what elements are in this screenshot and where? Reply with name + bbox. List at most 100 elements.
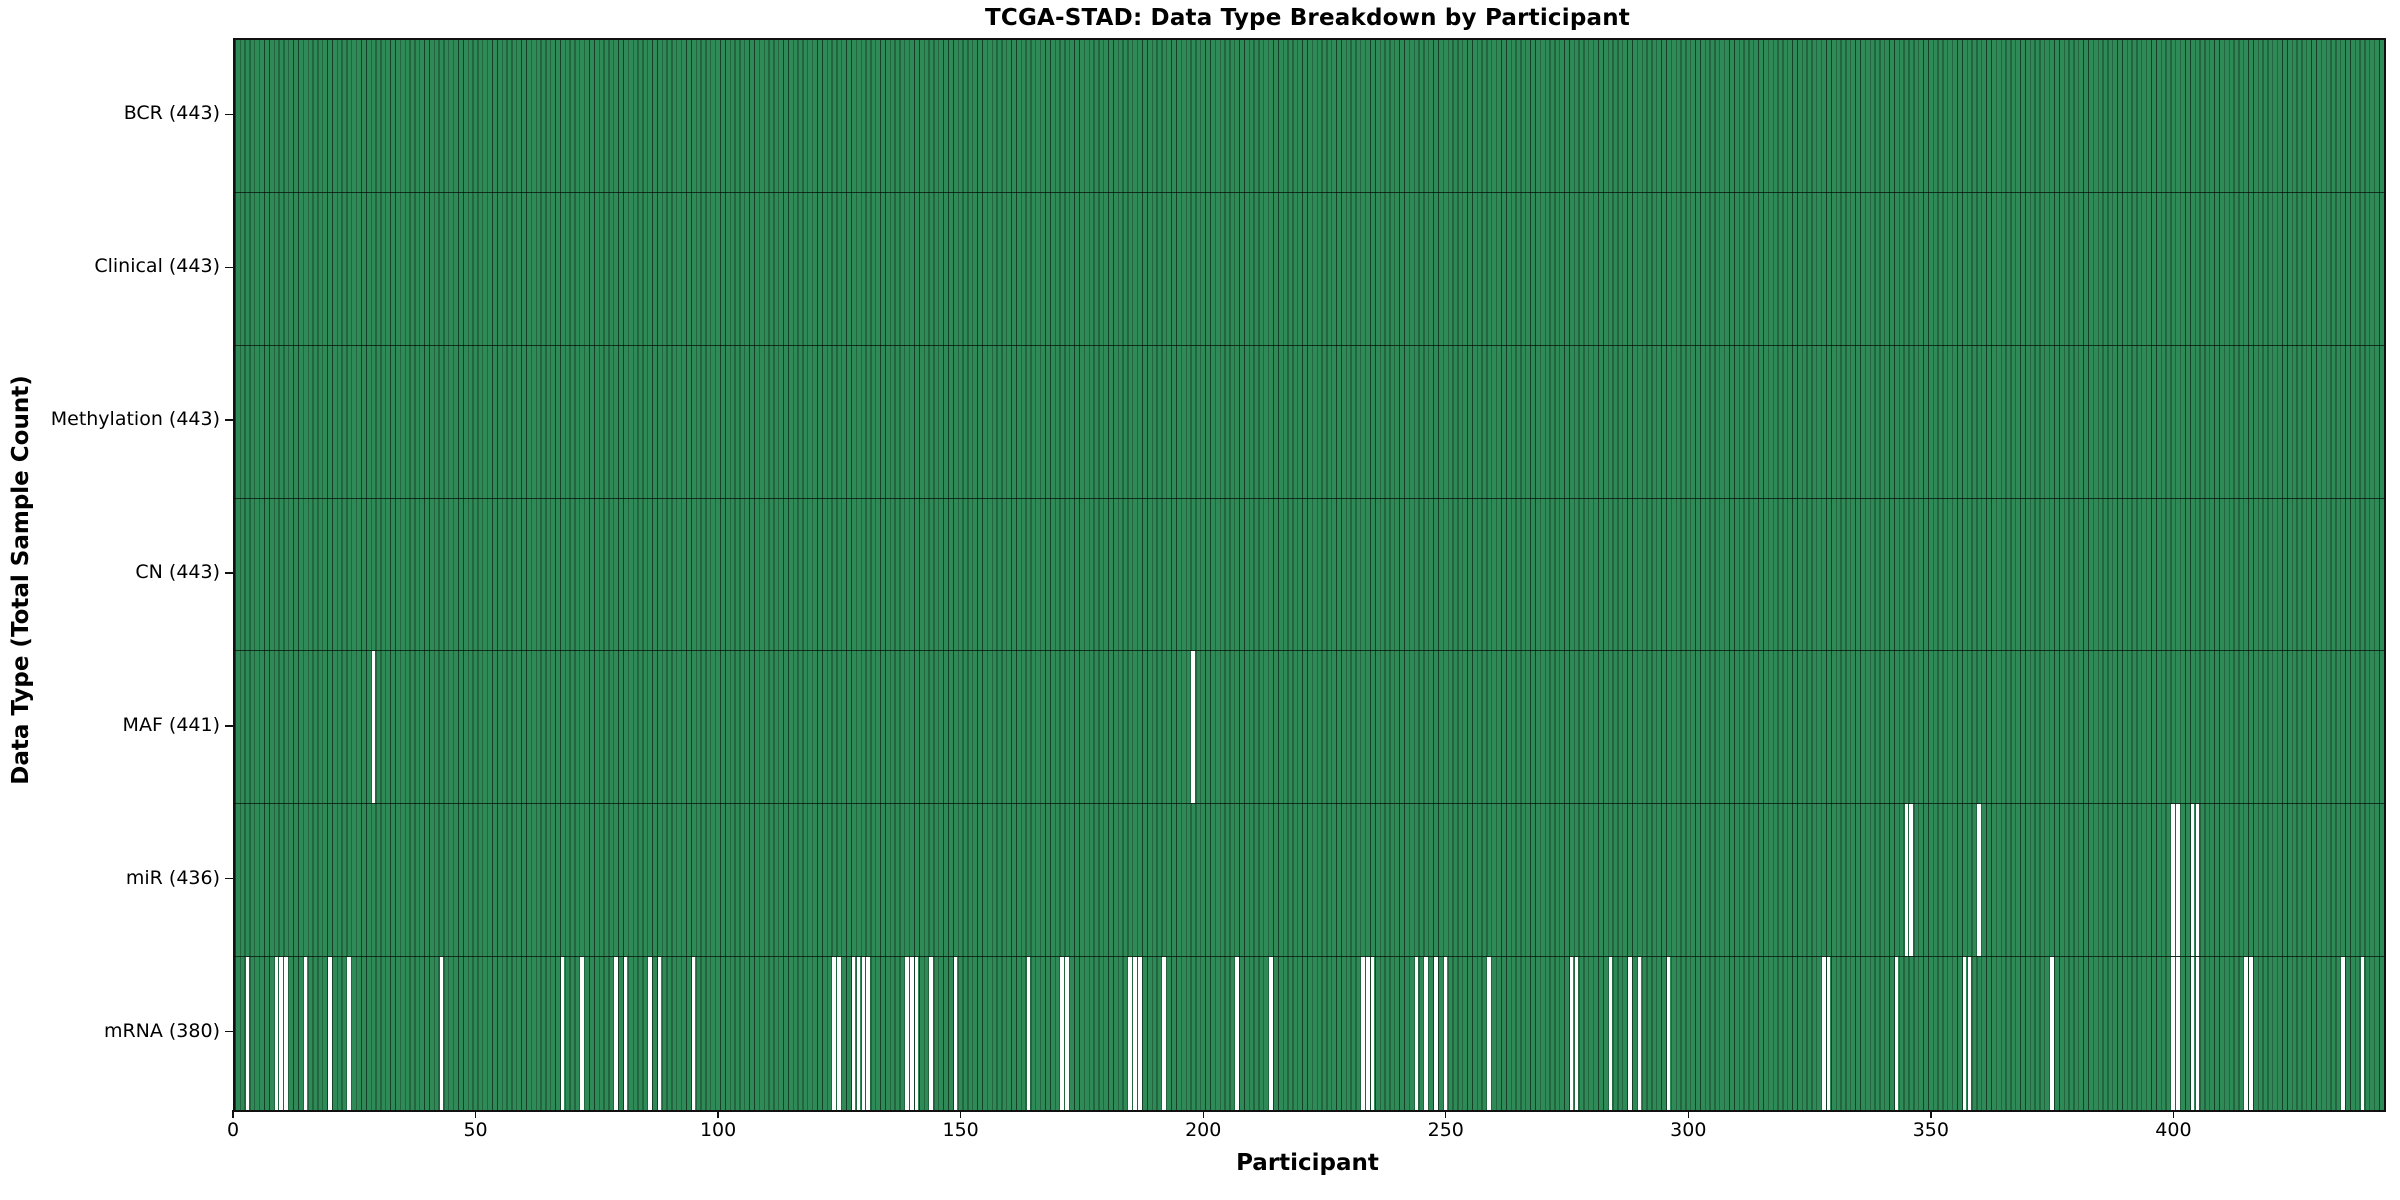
y-tick <box>225 113 233 116</box>
row-Clinical <box>235 192 2384 346</box>
absent-stripe <box>953 957 958 1110</box>
absent-stripe <box>1361 957 1365 1110</box>
x-tick-label: 250 <box>1427 1119 1464 1141</box>
absent-stripe <box>1909 804 1913 957</box>
row-CN <box>235 498 2384 652</box>
absent-stripe <box>1569 957 1574 1110</box>
absent-stripe <box>1128 957 1132 1110</box>
x-tick-label: 0 <box>226 1119 240 1141</box>
absent-stripe <box>929 957 934 1110</box>
y-tick <box>225 878 233 880</box>
absent-stripe <box>2190 957 2195 1110</box>
x-tick-label: 100 <box>699 1119 737 1141</box>
y-tick-label-miR: miR (436) <box>125 866 220 889</box>
absent-stripe <box>1967 957 1972 1110</box>
absent-stripe <box>1191 651 1195 804</box>
absent-stripe <box>1894 957 1899 1110</box>
x-axis-label: Participant <box>1236 1150 1379 1176</box>
absent-stripe <box>1424 957 1428 1110</box>
absent-stripe <box>2171 804 2175 957</box>
absent-stripe <box>1977 804 1981 957</box>
row-BCR <box>235 40 2384 193</box>
x-tick <box>1687 1110 1689 1118</box>
absent-stripe <box>623 957 628 1110</box>
absent-stripe <box>914 957 919 1110</box>
x-tick <box>1930 1110 1932 1118</box>
absent-stripe <box>1904 804 1909 957</box>
absent-stripe <box>1370 957 1375 1110</box>
absent-stripe <box>2244 957 2248 1110</box>
absent-stripe <box>1060 957 1065 1110</box>
absent-stripe <box>347 957 351 1110</box>
absent-stripe <box>1608 957 1613 1110</box>
chart-title: TCGA-STAD: Data Type Breakdown by Partic… <box>984 5 1630 31</box>
x-tick-label: 150 <box>942 1119 979 1141</box>
y-tick-label-Methylation: Methylation (443) <box>50 408 220 431</box>
plot-area: Present Absent <box>233 38 2386 1112</box>
absent-stripe <box>1637 957 1642 1110</box>
x-tick <box>717 1110 719 1118</box>
y-tick <box>225 266 233 268</box>
absent-stripe <box>691 957 696 1110</box>
absent-stripe <box>1138 957 1142 1110</box>
absent-stripe <box>905 957 909 1110</box>
absent-stripe <box>1235 957 1239 1110</box>
absent-stripe <box>371 651 376 804</box>
absent-stripe <box>2248 957 2253 1110</box>
absent-stripe <box>1574 957 1579 1110</box>
absent-stripe <box>851 957 856 1110</box>
y-tick-label-BCR: BCR (443) <box>123 102 220 125</box>
absent-stripe <box>832 957 837 1110</box>
absent-stripe <box>614 957 618 1110</box>
absent-stripe <box>560 957 565 1110</box>
absent-stripe <box>866 957 870 1110</box>
absent-stripe <box>580 957 584 1110</box>
absent-stripe <box>1026 957 1031 1110</box>
absent-stripe <box>303 957 308 1110</box>
absent-stripe <box>2050 957 2054 1110</box>
absent-stripe <box>1269 957 1273 1110</box>
absent-stripe <box>2171 957 2175 1110</box>
absent-stripe <box>1826 957 1831 1110</box>
absent-stripe <box>439 957 444 1110</box>
absent-stripe <box>1414 957 1419 1110</box>
absent-stripe <box>245 957 250 1110</box>
y-tick-label-mRNA: mRNA (380) <box>103 1019 220 1042</box>
absent-stripe <box>648 957 652 1110</box>
absent-stripe <box>1962 957 1967 1110</box>
absent-stripe <box>2341 957 2345 1110</box>
absent-stripe <box>1443 957 1448 1110</box>
x-tick <box>2172 1110 2175 1118</box>
absent-stripe <box>837 957 841 1110</box>
row-Methylation <box>235 345 2384 499</box>
x-tick-label: 400 <box>2155 1119 2192 1141</box>
absent-stripe <box>2195 957 2200 1110</box>
absent-stripe <box>1162 957 1166 1110</box>
absent-stripe <box>2190 804 2195 957</box>
absent-stripe <box>1434 957 1438 1110</box>
x-tick <box>1445 1110 1447 1118</box>
x-tick-label: 350 <box>1912 1119 1949 1141</box>
absent-stripe <box>1666 957 1671 1110</box>
absent-stripe <box>274 957 279 1110</box>
row-mRNA <box>235 957 2384 1110</box>
y-tick-label-MAF: MAF (441) <box>122 713 220 736</box>
absent-stripe <box>2176 957 2180 1110</box>
y-tick <box>225 1030 233 1033</box>
x-tick-label: 50 <box>463 1119 488 1141</box>
x-tick <box>232 1110 234 1118</box>
row-miR <box>235 804 2384 958</box>
absent-stripe <box>910 957 914 1110</box>
y-tick-label-CN: CN (443) <box>135 561 220 583</box>
x-tick <box>959 1110 962 1118</box>
absent-stripe <box>284 957 288 1110</box>
row-MAF <box>235 651 2384 805</box>
absent-stripe <box>1065 957 1069 1110</box>
y-tick-label-Clinical: Clinical (443) <box>94 255 220 278</box>
y-tick <box>225 572 233 574</box>
absent-stripe <box>856 957 861 1110</box>
absent-stripe <box>2195 804 2200 957</box>
absent-stripe <box>1822 957 1826 1110</box>
absent-stripe <box>327 957 332 1110</box>
